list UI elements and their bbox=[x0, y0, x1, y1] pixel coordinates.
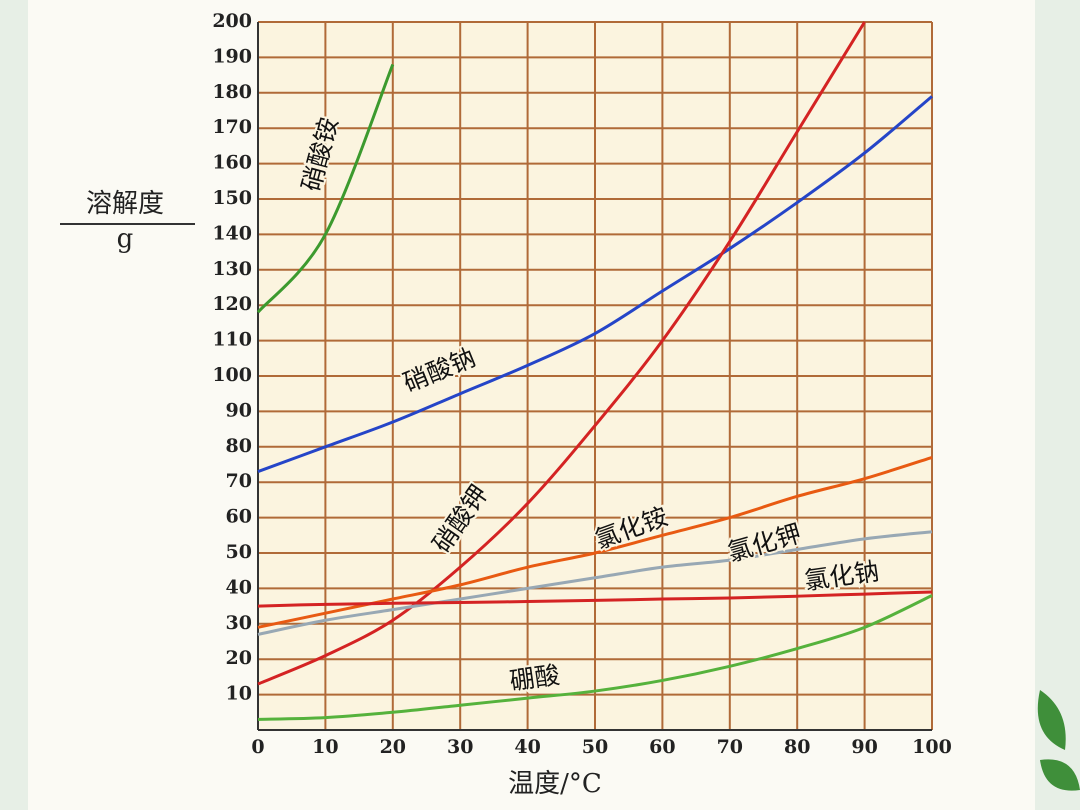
y-tick-label: 90 bbox=[226, 399, 252, 421]
y-tick-label: 160 bbox=[212, 152, 252, 174]
x-tick-label: 0 bbox=[251, 736, 264, 758]
y-tick-label: 20 bbox=[226, 647, 252, 669]
y-tick-label: 150 bbox=[212, 187, 252, 209]
series-line bbox=[256, 63, 395, 314]
y-tick-label: 40 bbox=[226, 576, 252, 598]
series-line bbox=[257, 590, 933, 608]
series-line bbox=[257, 530, 933, 636]
y-tick-label: 30 bbox=[226, 612, 252, 634]
x-label: 温度/°C bbox=[508, 769, 602, 799]
x-tick-label: 60 bbox=[649, 736, 675, 758]
series-line bbox=[257, 21, 866, 686]
y-tick-label: 70 bbox=[226, 470, 252, 492]
y-tick-label: 190 bbox=[212, 45, 252, 67]
y-label-top: 溶解度 bbox=[86, 189, 164, 219]
x-tick-label: 50 bbox=[582, 736, 608, 758]
x-tick-label: 20 bbox=[380, 736, 406, 758]
leaf-decoration bbox=[1037, 690, 1080, 791]
x-tick-label: 10 bbox=[312, 736, 338, 758]
y-tick-label: 10 bbox=[226, 683, 252, 705]
series-line bbox=[257, 594, 933, 721]
x-tick-label: 100 bbox=[912, 736, 952, 758]
x-tick-label: 30 bbox=[447, 736, 473, 758]
y-tick-label: 180 bbox=[212, 81, 252, 103]
x-tick-label: 40 bbox=[514, 736, 540, 758]
y-tick-label: 60 bbox=[226, 506, 252, 528]
y-tick-label: 100 bbox=[212, 364, 252, 386]
y-tick-label: 200 bbox=[212, 10, 252, 32]
y-tick-label: 50 bbox=[226, 541, 252, 563]
series-line bbox=[257, 95, 933, 473]
y-tick-label: 130 bbox=[212, 258, 252, 280]
x-tick-label: 80 bbox=[784, 736, 810, 758]
y-tick-label: 170 bbox=[212, 116, 252, 138]
y-tick-label: 140 bbox=[212, 222, 252, 244]
y-label-bottom: g bbox=[117, 224, 134, 254]
y-tick-label: 80 bbox=[226, 435, 252, 457]
x-tick-label: 90 bbox=[851, 736, 877, 758]
y-tick-label: 110 bbox=[212, 329, 252, 351]
y-tick-label: 120 bbox=[212, 293, 252, 315]
x-tick-label: 70 bbox=[717, 736, 743, 758]
